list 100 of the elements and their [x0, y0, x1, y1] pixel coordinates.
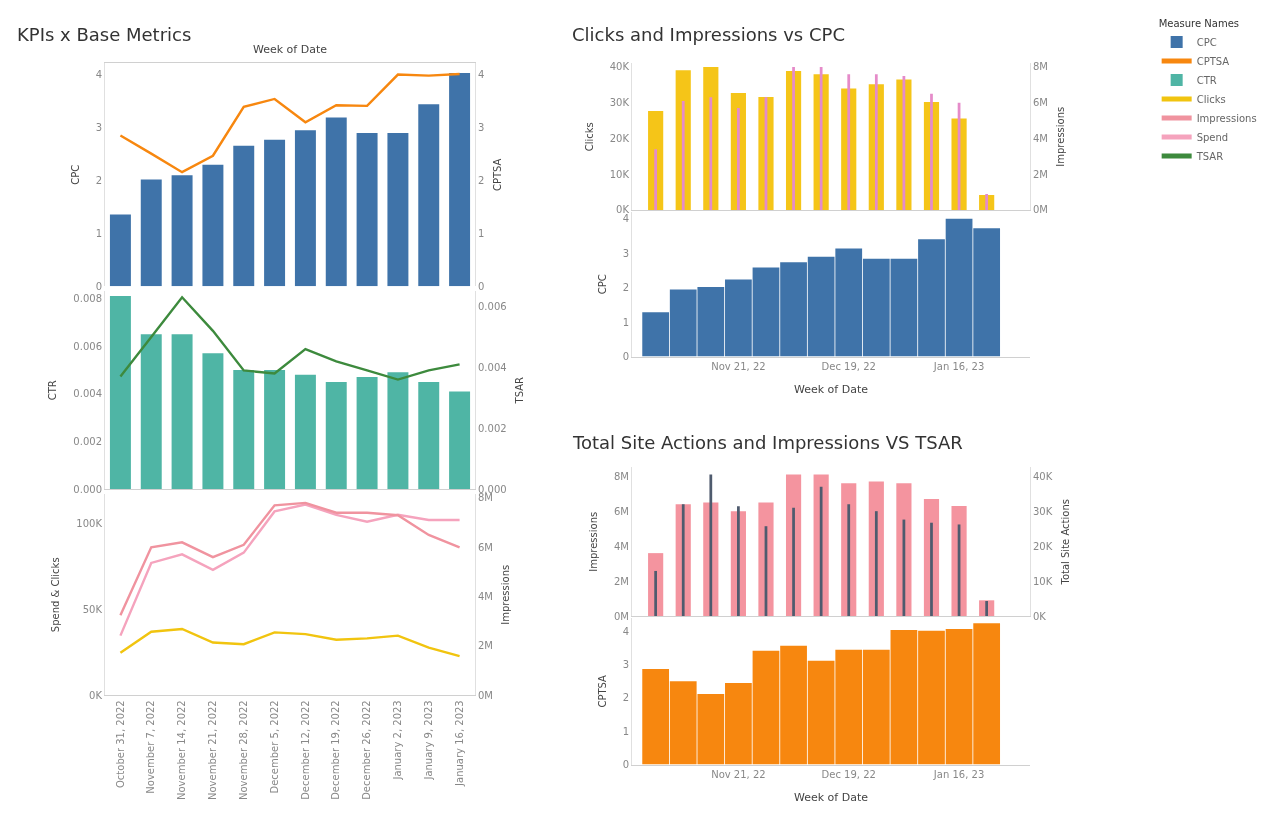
bar: [171, 175, 193, 287]
y2-tick-label: 3: [478, 121, 485, 133]
legend-title: Measure Names: [1158, 18, 1240, 30]
y2-tick-label: 0M: [478, 689, 493, 701]
bar: [847, 74, 851, 210]
bar: [681, 100, 685, 210]
legend-label: CTR: [1196, 74, 1217, 86]
y2-tick-label: 20K: [1033, 540, 1053, 552]
bar: [709, 474, 713, 617]
chart-title: Total Site Actions and Impressions VS TSAR: [572, 432, 963, 453]
y2-tick-label: 0.006: [478, 300, 507, 312]
y-tick-label: 2M: [614, 575, 629, 587]
y2-tick-label: 0M: [1033, 204, 1048, 216]
bar: [233, 369, 255, 490]
chart-title: Clicks and Impressions vs CPC: [572, 24, 845, 45]
bar: [985, 601, 989, 617]
y2-tick-label: 2M: [478, 640, 493, 652]
y2-tick-label: 0: [478, 280, 485, 292]
y2-axis-title: Impressions: [1055, 106, 1067, 167]
y2-axis-title: CPTSA: [491, 158, 503, 192]
bar: [418, 381, 440, 490]
x-tick-label: November 28, 2022: [238, 700, 249, 801]
bar: [387, 132, 409, 287]
bar: [418, 104, 440, 287]
x-tick-label: November 7, 2022: [145, 700, 157, 794]
x-tick-label: January 9, 2023: [423, 700, 434, 781]
x-tick-label: December 12, 2022: [299, 700, 311, 800]
y-tick-label: 30K: [609, 97, 630, 109]
y-tick-label: 6M: [614, 505, 629, 517]
y-tick-label: 4: [95, 68, 102, 80]
y-tick-label: 1: [95, 227, 102, 239]
legend-label: Clicks: [1196, 93, 1226, 105]
bar: [792, 507, 795, 617]
bar: [109, 214, 131, 287]
bar: [758, 502, 774, 617]
bar: [140, 334, 162, 490]
x-tick-label: Dec 19, 22: [821, 360, 876, 372]
bar: [202, 353, 224, 490]
bar: [109, 295, 131, 490]
bar: [325, 381, 347, 490]
y2-axis-title: Impressions: [500, 564, 512, 625]
y-tick-label: 10K: [609, 168, 630, 180]
x-tick-label: Jan 16, 23: [932, 360, 985, 372]
bar: [874, 511, 878, 617]
line-series: [119, 503, 461, 637]
x-tick-label: October 31, 2022: [114, 700, 126, 789]
y2-tick-label: 4M: [478, 591, 493, 603]
bar: [233, 145, 255, 287]
y-tick-label: 100K: [76, 517, 103, 529]
y2-tick-label: 0.004: [478, 361, 507, 373]
bar: [449, 391, 471, 490]
line-series: [119, 296, 461, 381]
x-tick-label: November 21, 2022: [207, 700, 219, 801]
y-tick-label: 3: [622, 659, 629, 671]
x-axis-title: Week of Date: [793, 382, 869, 396]
bar: [792, 66, 795, 210]
bar: [294, 374, 316, 490]
y2-tick-label: 6M: [1033, 97, 1048, 109]
legend-label: Impressions: [1196, 112, 1257, 124]
bar: [681, 504, 685, 617]
x-tick-label: Jan 16, 23: [932, 768, 985, 780]
y-axis-title: CPC: [596, 274, 608, 295]
y-tick-label: 0: [622, 351, 629, 363]
bar: [140, 179, 162, 287]
y2-tick-label: 2: [478, 174, 485, 186]
y-tick-label: 0.002: [73, 436, 102, 448]
y-tick-label: 0.006: [73, 340, 102, 352]
y-axis-title: CTR: [47, 380, 59, 401]
line-series: [119, 627, 461, 658]
line-series: [119, 501, 461, 617]
x-tick-label: December 19, 2022: [330, 700, 342, 800]
y-tick-label: 1: [622, 316, 629, 328]
y-axis-title: CPC: [69, 164, 81, 185]
bar: [325, 117, 347, 287]
line-series: [119, 72, 461, 174]
bar: [874, 74, 878, 210]
legend-label: Spend: [1196, 131, 1229, 143]
y-tick-label: 0: [95, 280, 102, 292]
bar: [654, 149, 658, 210]
y-tick-label: 8M: [614, 470, 629, 482]
bar: [171, 334, 193, 490]
y-tick-label: 40K: [609, 61, 630, 73]
y2-tick-label: 4: [478, 68, 485, 80]
bar: [294, 130, 316, 287]
legend-label: CPTSA: [1196, 55, 1230, 67]
bar: [847, 504, 851, 617]
y-tick-label: 0.008: [73, 292, 102, 304]
y-axis-title: Impressions: [588, 511, 599, 572]
x-axis-title: Week of Date: [252, 43, 328, 57]
y-tick-label: 0.000: [73, 483, 102, 495]
y2-tick-label: 40K: [1033, 470, 1053, 482]
y-axis-title: CPTSA: [596, 674, 608, 708]
x-tick-label: December 5, 2022: [268, 700, 280, 794]
y-tick-label: 2: [622, 692, 629, 704]
y2-tick-label: 10K: [1033, 575, 1053, 587]
x-tick-label: Dec 19, 22: [821, 768, 876, 780]
bar: [737, 108, 740, 210]
bar: [356, 377, 378, 490]
y2-tick-label: 8M: [478, 492, 493, 504]
y2-tick-label: 1: [478, 227, 485, 239]
